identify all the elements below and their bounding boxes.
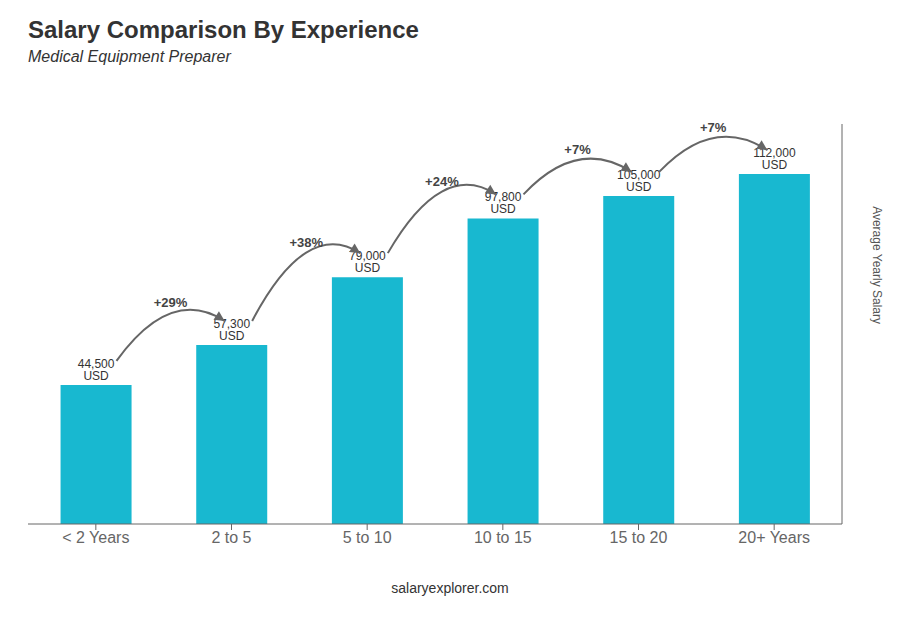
svg-text:105,000USD: 105,000USD [617,168,661,194]
svg-text:Average Yearly Salary: Average Yearly Salary [870,206,884,324]
svg-text:79,000USD: 79,000USD [349,249,386,275]
svg-text:< 2 Years: < 2 Years [62,529,129,546]
svg-text:20+ Years: 20+ Years [738,529,810,546]
html-text:salaryexplorer.com: salaryexplorer.com [391,580,509,596]
svg-text:+7%: +7% [700,120,727,135]
html-text:Medical Equipment Preparer: Medical Equipment Preparer [28,48,231,65]
svg-text:44,500USD: 44,500USD [78,357,115,383]
svg-text:97,800USD: 97,800USD [485,190,522,216]
html-text:Salary Comparison By Experienc: Salary Comparison By Experience [28,16,419,43]
svg-text:112,000USD: 112,000USD [753,146,796,172]
svg-text:+7%: +7% [564,142,591,157]
svg-text:15 to 20: 15 to 20 [610,529,668,546]
svg-text:57,300USD: 57,300USD [213,317,250,343]
svg-text:10 to 15: 10 to 15 [474,529,532,546]
svg-text:5 to 10: 5 to 10 [343,529,392,546]
svg-text:2 to 5: 2 to 5 [211,529,251,546]
svg-text:+24%: +24% [425,174,459,189]
svg-text:+38%: +38% [289,235,323,250]
svg-text:+29%: +29% [154,295,188,310]
